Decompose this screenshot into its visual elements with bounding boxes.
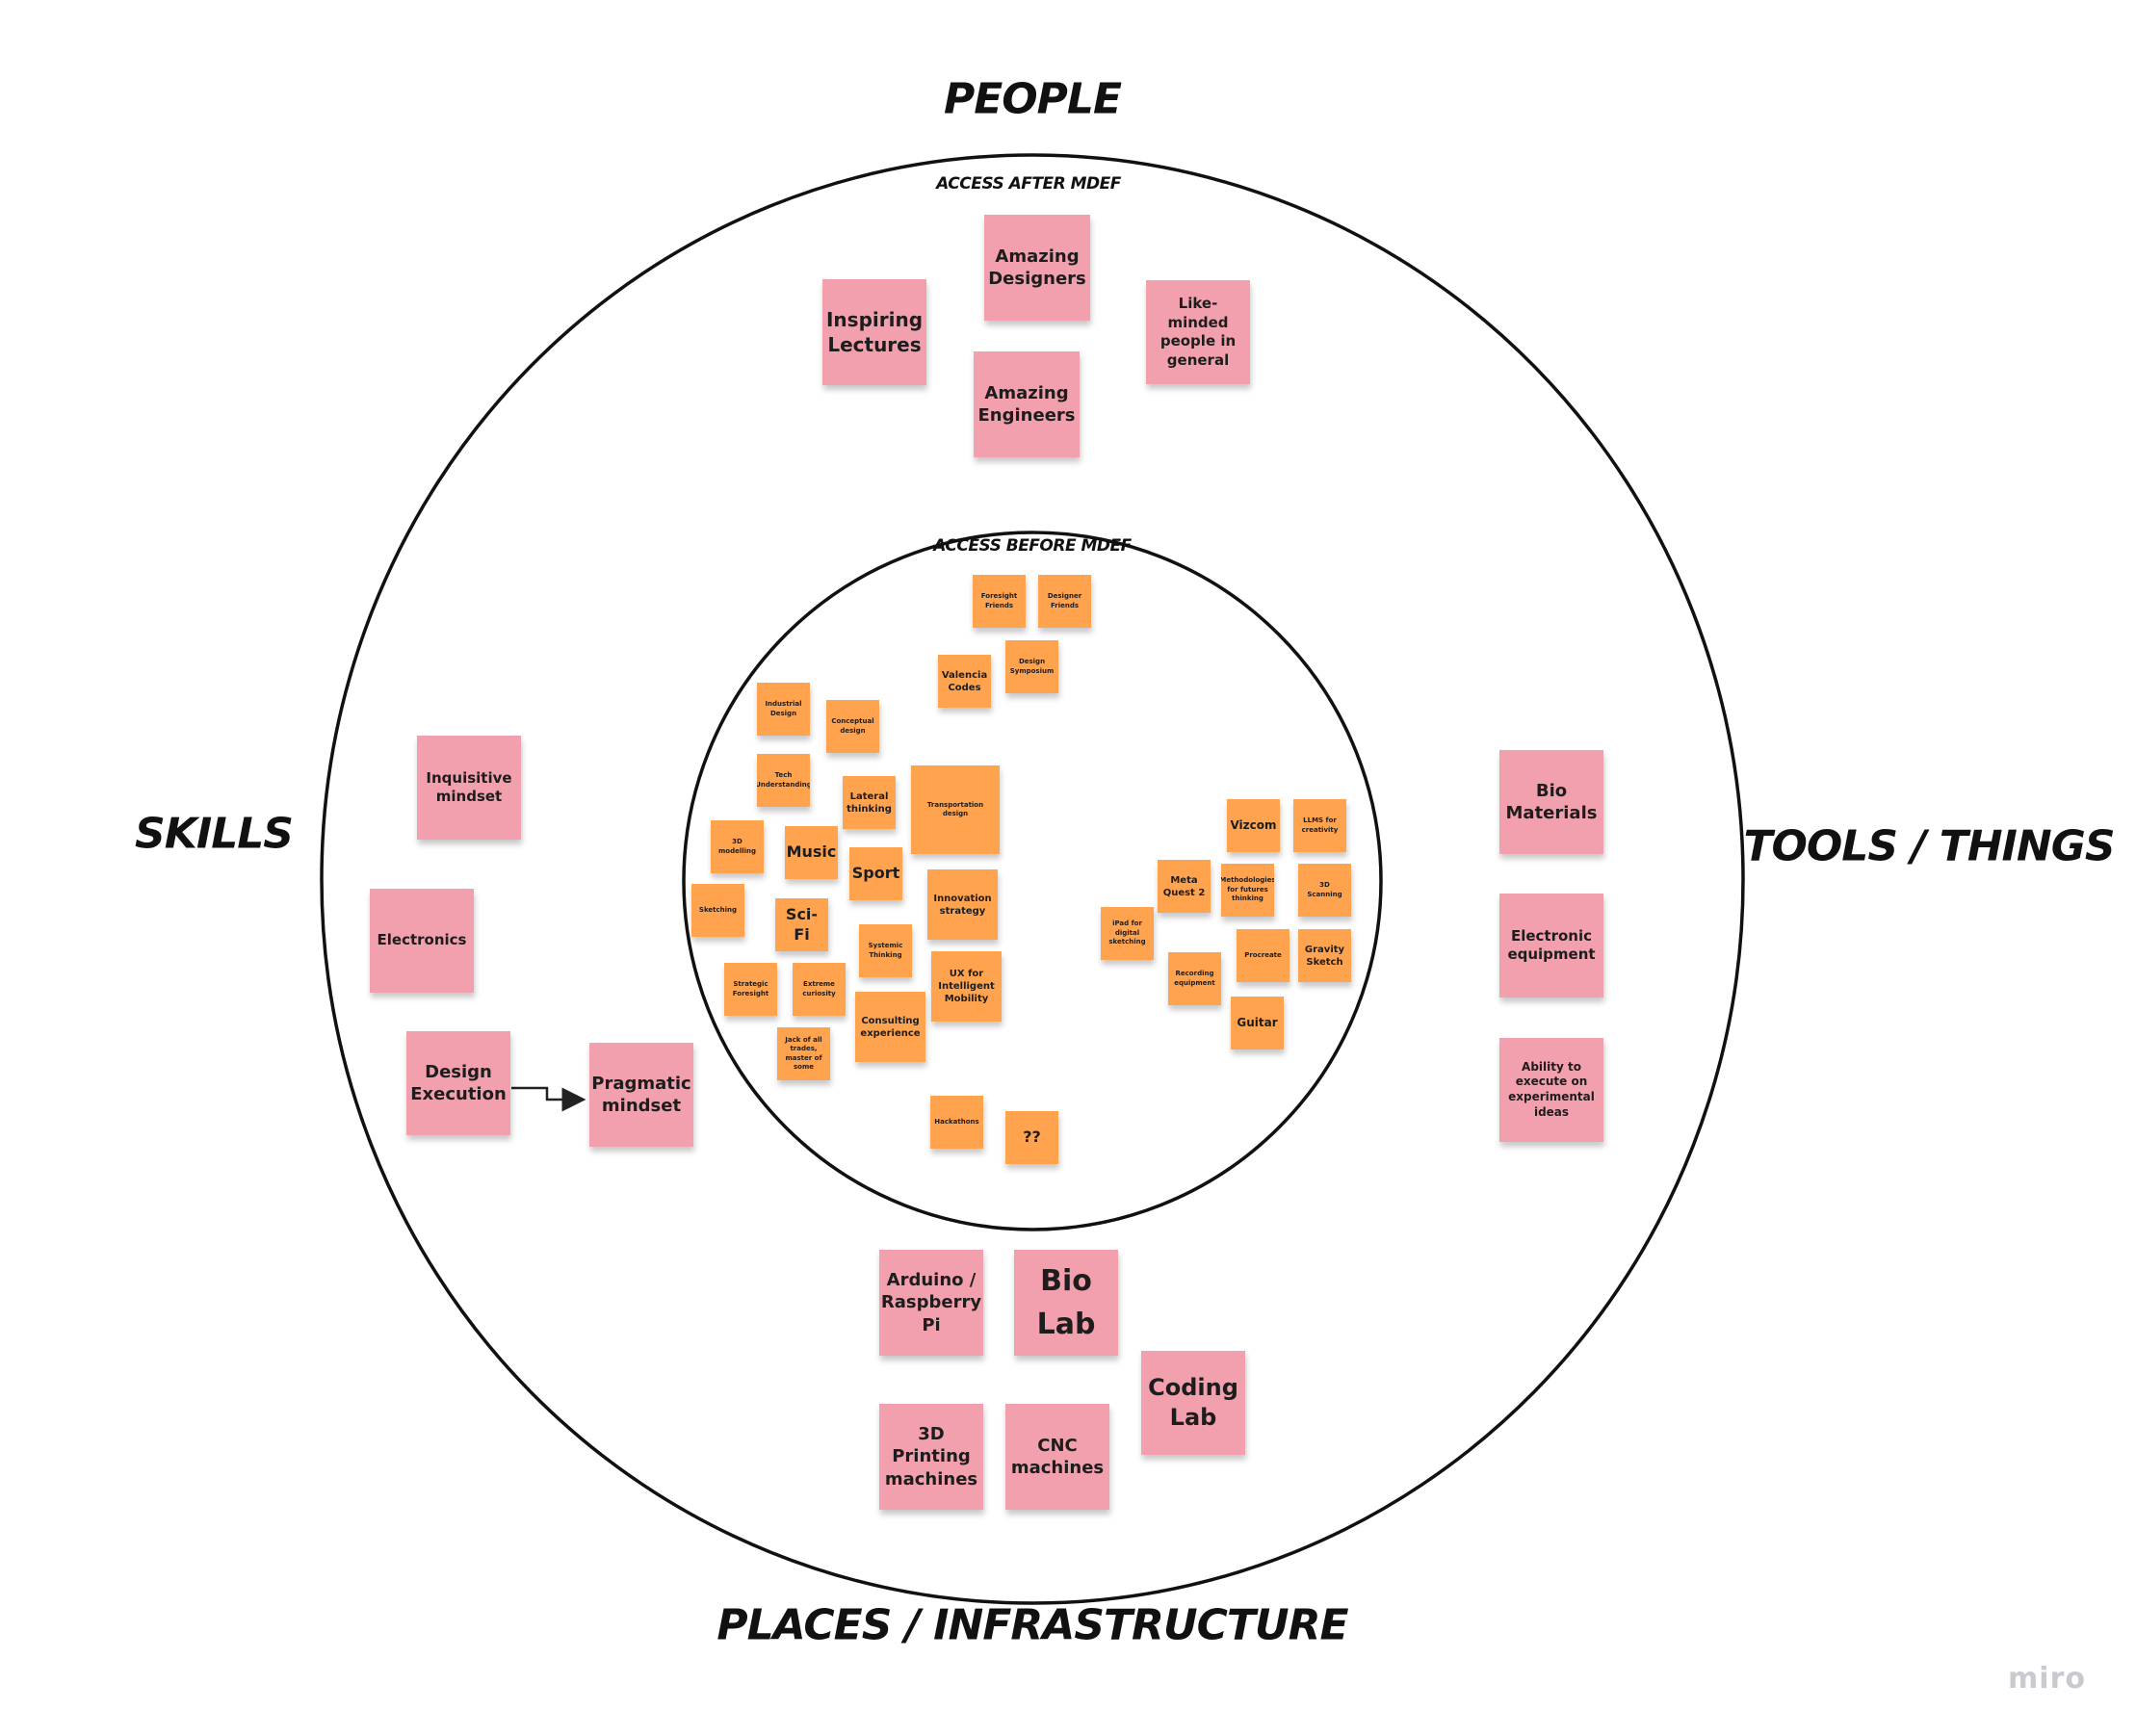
note-hackathons[interactable]: Hackathons [930,1096,983,1149]
note-guitar[interactable]: Guitar [1231,997,1284,1049]
note-cnc-machines[interactable]: CNC machines [1005,1404,1109,1510]
note-ability-to-execute[interactable]: Ability to execute on experimental ideas [1499,1038,1603,1142]
note-question-marks[interactable]: ?? [1005,1111,1058,1164]
note-coding-lab[interactable]: Coding Lab [1141,1351,1245,1455]
note-ipad-digital-sketching[interactable]: iPad for digital sketching [1101,907,1154,960]
note-bio-lab[interactable]: Bio Lab [1014,1250,1118,1356]
note-design-execution[interactable]: Design Execution [406,1031,510,1135]
note-sketching[interactable]: Sketching [691,884,744,937]
outer-ring [320,153,1745,1605]
note-3d-printing-machines[interactable]: 3D Printing machines [879,1404,983,1510]
note-sci-fi[interactable]: Sci-Fi [775,898,828,951]
label-access-before: Access before MDEF [933,536,1132,556]
note-vizcom[interactable]: Vizcom [1227,799,1280,852]
heading-skills: Skills [135,809,294,859]
heading-tools-things: Tools / Things [1743,821,2115,871]
note-foresight-friends[interactable]: Foresight Friends [973,575,1026,628]
note-conceptual-design[interactable]: Conceptual design [826,700,879,753]
note-transportation-design[interactable]: Transportation design [911,765,1000,854]
note-bio-materials[interactable]: Bio Materials [1499,750,1603,854]
note-jack-of-all-trades[interactable]: Jack of all trades, master of some [777,1027,830,1080]
note-inquisitive-mindset[interactable]: Inquisitive mindset [417,736,521,840]
note-like-minded-people[interactable]: Like-minded people in general [1146,280,1250,384]
connector-arrow [511,1086,586,1112]
note-ux-intelligent-mobility[interactable]: UX for Intelligent Mobility [931,951,1002,1022]
note-strategic-foresight[interactable]: Strategic Foresight [724,963,777,1016]
note-valencia-codes[interactable]: Valencia Codes [938,655,991,708]
note-amazing-engineers[interactable]: Amazing Engineers [974,351,1080,457]
note-3d-modelling[interactable]: 3D modelling [711,820,764,873]
note-amazing-designers[interactable]: Amazing Designers [984,215,1090,321]
note-lateral-thinking[interactable]: Lateral thinking [843,776,896,829]
note-methodologies[interactable]: Methodologies for futures thinking [1221,864,1274,917]
note-designer-friends[interactable]: Designer Friends [1038,575,1091,628]
note-industrial-design[interactable]: Industrial Design [757,683,810,736]
heading-places-infrastructure: Places / Infrastructure [716,1600,1348,1650]
note-llms-for-creativity[interactable]: LLMS for creativity [1293,799,1346,852]
note-systemic-thinking[interactable]: Systemic Thinking [859,924,912,977]
note-music[interactable]: Music [785,826,838,879]
note-gravity-sketch[interactable]: Gravity Sketch [1298,929,1351,982]
note-design-symposium[interactable]: Design Symposium [1005,640,1058,693]
note-inspiring-lectures[interactable]: Inspiring Lectures [822,279,926,385]
note-electronics[interactable]: Electronics [370,889,474,993]
note-recording-equipment[interactable]: Recording equipment [1168,952,1221,1005]
heading-people: People [943,74,1122,124]
note-consulting-experience[interactable]: Consulting experience [855,992,925,1062]
note-electronic-equipment[interactable]: Electronic equipment [1499,894,1603,998]
note-innovation-strategy[interactable]: Innovation strategy [927,869,998,940]
note-procreate[interactable]: Procreate [1237,929,1289,982]
label-access-after: Access after MDEF [936,174,1121,194]
note-extreme-curiosity[interactable]: Extreme curiosity [793,963,846,1016]
note-sport[interactable]: Sport [849,847,902,900]
note-tech-understanding[interactable]: Tech Understanding [757,754,810,807]
note-pragmatic-mindset[interactable]: Pragmatic mindset [589,1043,693,1147]
note-meta-quest-2[interactable]: Meta Quest 2 [1158,860,1211,913]
note-arduino-raspberry-pi[interactable]: Arduino / Raspberry Pi [879,1250,983,1356]
note-3d-scanning[interactable]: 3D Scanning [1298,864,1351,917]
inner-ring [682,531,1383,1231]
miro-logo: miro [2008,1662,2086,1696]
